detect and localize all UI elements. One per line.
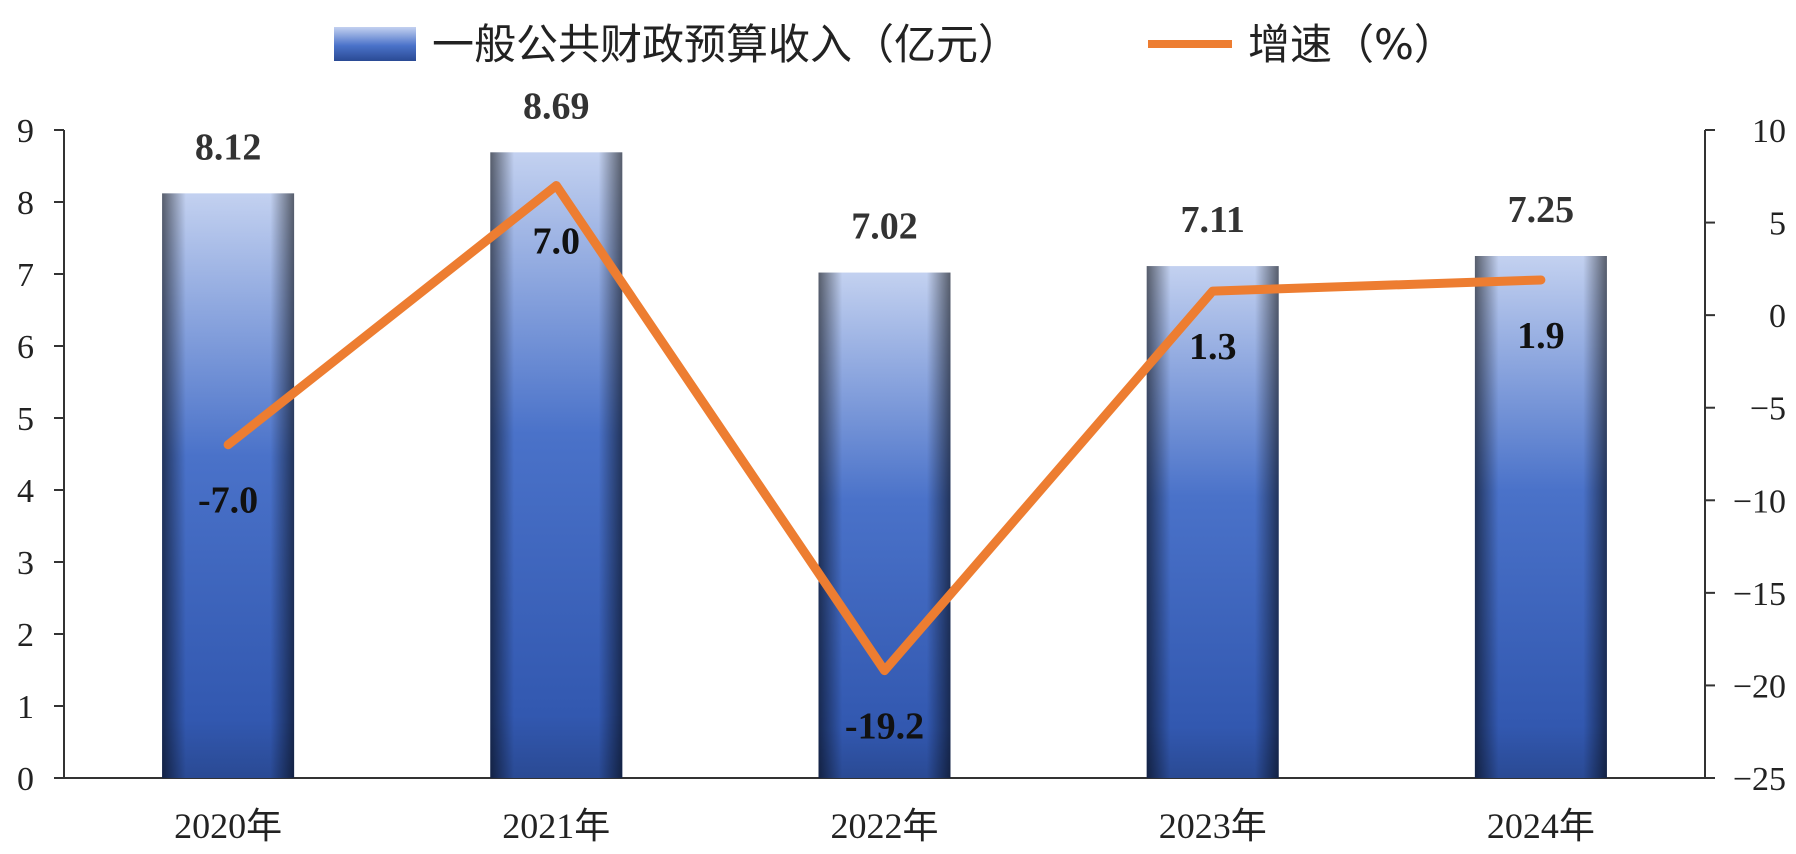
bar-shade [1474, 256, 1607, 778]
y-right-tick-label: −20 [1733, 668, 1786, 705]
line-value-label: 7.0 [533, 221, 581, 263]
y-left-tick-label: 3 [17, 545, 34, 582]
line-value-label: 1.9 [1517, 315, 1565, 357]
y-left-tick-label: 8 [17, 185, 34, 222]
bar-shade [818, 272, 951, 778]
x-tick-label: 2020年 [174, 806, 282, 846]
legend-bar-label: 一般公共财政预算收入（亿元） [432, 20, 1020, 69]
y-right-tick-label: 5 [1769, 206, 1786, 243]
bar-value-label: 7.02 [851, 206, 918, 248]
y-left-tick-label: 2 [17, 617, 34, 654]
axes: 0 1 2 3 4 5 6 7 8 9 −25 −20 −15 −10 −5 0 5 10 2020年 2021年 20… [17, 113, 1786, 846]
y-left-tick-label: 5 [17, 401, 34, 438]
bar-shade [162, 193, 295, 779]
bar-value-label: 7.25 [1508, 189, 1575, 231]
legend-line-label: 增速（%） [1248, 20, 1456, 69]
bars [162, 152, 1607, 779]
line-layer [223, 181, 1546, 676]
line-value-label: -19.2 [845, 706, 924, 748]
bar-value-label: 8.12 [195, 126, 262, 168]
labels: 8.12 8.69 7.02 7.11 7.25 -7.0 7.0 -19.2 1.3 1.9 [195, 85, 1574, 747]
x-tick-label: 2024年 [1487, 806, 1595, 846]
y-left-tick-label: 4 [17, 473, 34, 510]
y-right-tick-label: −5 [1750, 391, 1786, 428]
y-left-tick-label: 6 [17, 329, 34, 366]
line-value-label: 1.3 [1189, 326, 1237, 368]
x-tick-label: 2021年 [502, 806, 610, 846]
y-left-tick-label: 7 [17, 257, 34, 294]
y-left-tick-label: 1 [17, 689, 34, 726]
y-left-tick-label: 9 [17, 113, 34, 150]
growth-line [223, 181, 1546, 676]
y-left-tick-label: 0 [17, 761, 34, 798]
bar-shade [1146, 266, 1279, 778]
line-value-label: -7.0 [198, 480, 258, 522]
bar-value-label: 8.69 [523, 85, 590, 127]
y-right-tick-label: −25 [1733, 761, 1786, 798]
x-tick-label: 2023年 [1159, 806, 1267, 846]
y-right-tick-label: 0 [1769, 298, 1786, 335]
y-right-tick-label: −15 [1733, 576, 1786, 613]
legend: 一般公共财政预算收入（亿元） 增速（%） [334, 20, 1456, 69]
bar-value-label: 7.11 [1180, 199, 1244, 241]
legend-bar-swatch [334, 27, 416, 61]
x-tick-label: 2022年 [830, 806, 938, 846]
y-right-tick-label: 10 [1752, 113, 1786, 150]
y-right-tick-label: −10 [1733, 483, 1786, 520]
